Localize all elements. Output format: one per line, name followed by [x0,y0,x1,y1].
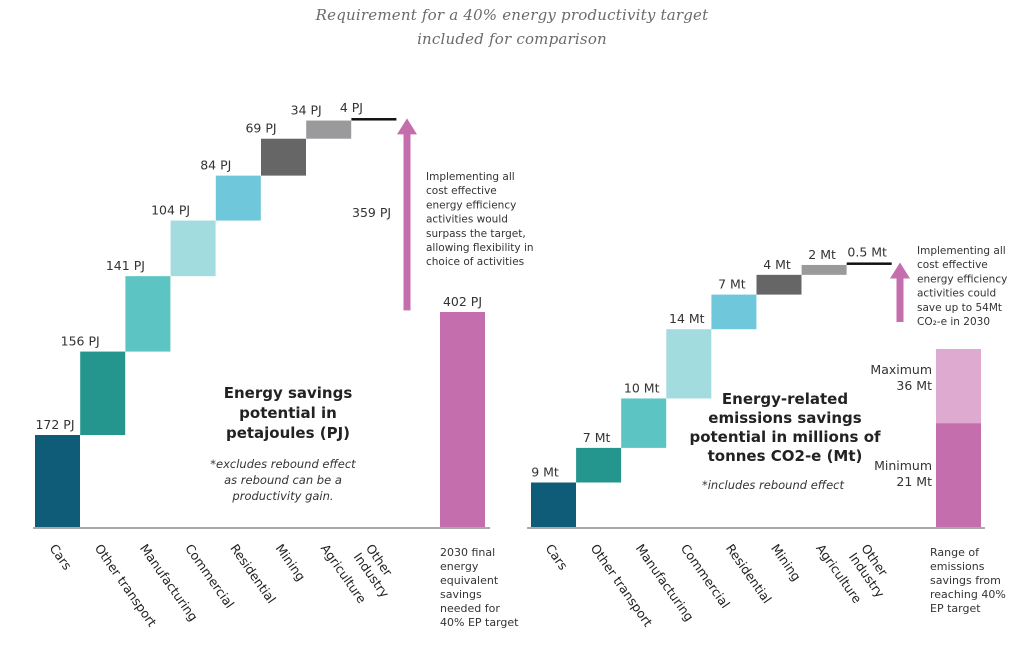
mt-bar-residential [711,294,757,330]
pj-bar-other-transport [80,351,126,436]
mt-surplus-note: Implementing all cost effective energy eff… [917,245,1007,328]
mt-chart-note: *includes rebound effect [702,478,845,492]
pj-surplus-note: Implementing all cost effective energy eff… [426,171,534,268]
pj-value-label: 156 PJ [61,334,100,349]
pj-chart-note: *excludes rebound effect as rebound can b… [210,457,356,503]
pj-chart-title: Energy savings potential in petajoules (PJ… [224,384,353,442]
pj-value-label: 104 PJ [151,203,190,218]
mt-value-label: 14 Mt [669,311,705,326]
mt-category-label: Mining [768,541,804,584]
chart-header-line-1: Requirement for a 40% energy productivit… [315,6,709,24]
mt-category-label: Cars [543,541,571,573]
pj-value-label: 4 PJ [340,100,363,115]
pj-bar-commercial [170,220,216,277]
mt-bar-mining [756,274,802,295]
pj-bar-mining [261,138,306,176]
mt-target-max-label: Maximum 36 Mt [870,362,932,393]
pj-value-label: 84 PJ [200,158,231,173]
pj-category-label: Residential [227,541,279,606]
pj-value-label: 34 PJ [291,103,322,118]
mt-target-max-bar [936,349,981,424]
pj-bar-residential [215,175,261,221]
mt-target-min-label: Minimum 21 Mt [874,458,932,489]
mt-value-label: 4 Mt [763,257,791,272]
pj-value-label: 172 PJ [35,417,74,432]
pj-bar-other-industry [351,118,397,121]
pj-target-value-label: 402 PJ [443,294,482,309]
pj-bar-manufacturing [125,276,171,352]
mt-bar-cars [531,482,576,527]
pj-target-bar [440,312,485,527]
mt-value-label: 9 Mt [531,465,559,480]
mt-bar-agriculture [801,264,847,275]
pj-surplus-value-label: 359 PJ [352,205,391,220]
pj-target-category-label: 2030 final energy equivalent savings needed … [440,546,519,629]
mt-value-label: 10 Mt [624,380,660,395]
mt-category-label: Residential [723,541,775,606]
mt-value-label: 0.5 Mt [847,244,887,259]
pj-value-label: 141 PJ [106,258,145,273]
pj-bar-agriculture [306,120,352,139]
mt-chart-title: Energy-related emissions savings potential… [689,390,881,465]
mt-target-category-label: Range of emissions savings from reaching 40… [930,546,1006,615]
mt-bar-other-transport [576,447,622,483]
mt-value-label: 2 Mt [808,247,836,262]
mt-bar-manufacturing [621,398,667,448]
chart-header-line-2: included for comparison [417,30,607,48]
mt-bar-other-industry [846,262,892,265]
pj-value-label: 69 PJ [245,121,276,136]
mt-value-label: 7 Mt [583,430,611,445]
pj-category-label: Cars [47,541,75,573]
mt-value-label: 7 Mt [718,277,746,292]
mt-bar-commercial [666,329,712,399]
pj-surplus-arrow-head [397,118,417,135]
mt-surplus-arrow-head [890,262,910,279]
pj-bar-cars [35,435,80,527]
pj-category-label: Mining [273,541,309,584]
mt-target-min-bar [936,423,981,527]
